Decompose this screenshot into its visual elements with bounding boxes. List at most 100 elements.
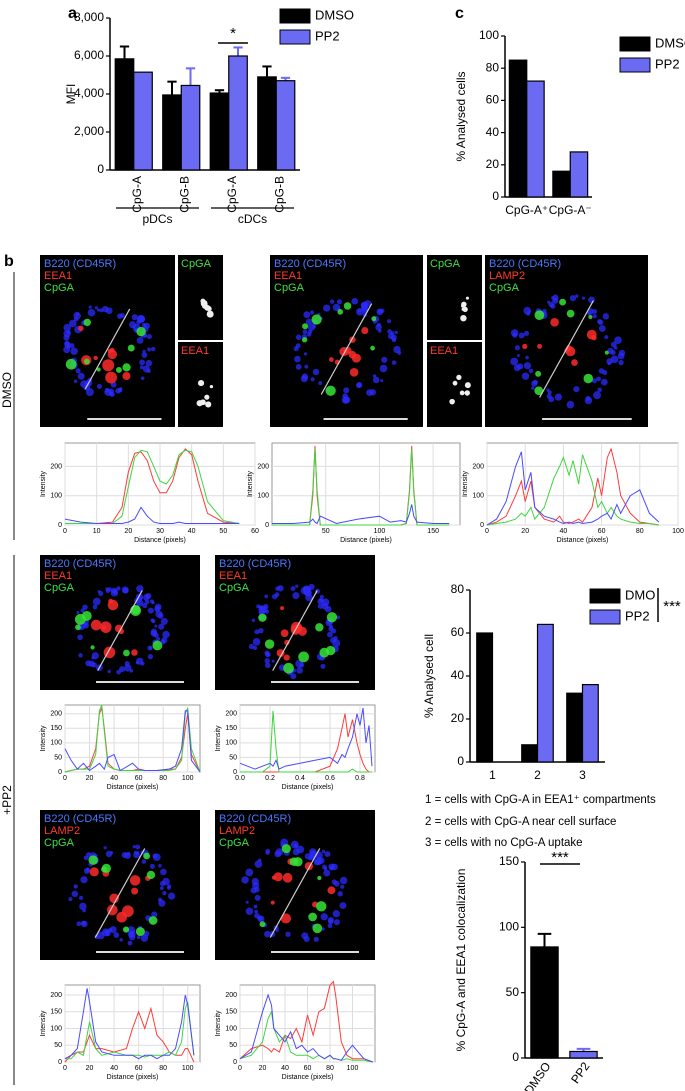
stain-blue (303, 311, 311, 319)
stain-red (90, 619, 102, 631)
stain-blue (312, 368, 320, 376)
y-tick-label: 40 (451, 668, 465, 682)
stain-blue (145, 592, 152, 600)
stain-label: EEA1 (219, 570, 247, 582)
plot-frame (64, 984, 201, 1063)
legend-label: PP2 (655, 56, 680, 71)
stain-blue (292, 592, 300, 600)
stain-blue (597, 319, 604, 326)
x-tick-label: 0 (63, 775, 67, 782)
stain-blue (160, 617, 168, 625)
x-tick-label: 20 (521, 528, 529, 535)
inset-signal (459, 390, 465, 396)
y-tick-label: 150 (225, 725, 237, 732)
stain-green (604, 350, 609, 355)
x-tick-label: 80 (326, 1065, 334, 1072)
bar (536, 623, 554, 763)
panel-label: c (455, 5, 464, 22)
stain-blue (327, 923, 333, 929)
group-label: pDCs (142, 212, 172, 226)
profile-line (239, 1010, 373, 1063)
stain-green (308, 912, 317, 922)
y-tick-label: 0 (457, 754, 464, 768)
stain-red (276, 649, 285, 657)
stain-blue (63, 323, 71, 332)
stain-blue (356, 382, 363, 388)
stain-blue (92, 597, 101, 606)
stain-red (327, 886, 336, 895)
stain-red (280, 913, 292, 924)
y-axis-label: Intensity (40, 1010, 47, 1037)
profile-line (269, 848, 321, 938)
stain-blue (133, 851, 140, 859)
profile-line (239, 993, 373, 1063)
stain-blue (310, 377, 315, 382)
stain-label: CpGA (219, 837, 250, 849)
y-tick-label: 2,000 (74, 124, 104, 138)
stain-blue (162, 630, 170, 639)
inset (427, 255, 482, 340)
stain-blue (327, 916, 334, 924)
x-tick-label: 20 (86, 1065, 94, 1072)
y-tick-label: 0 (233, 1059, 237, 1066)
x-tick-label: 60 (135, 1065, 143, 1072)
stain-label: B220 (CD45R) (44, 813, 116, 825)
stain-blue (510, 329, 519, 337)
x-tick-label: 60 (598, 528, 606, 535)
group-label: cDCs (238, 212, 267, 226)
stain-blue (124, 664, 132, 672)
stain-blue (254, 860, 263, 868)
stain-blue (160, 868, 167, 876)
stain-blue (394, 330, 398, 335)
stain-label: EEA1 (44, 270, 72, 282)
stain-blue (379, 364, 388, 373)
stain-blue (518, 332, 525, 339)
stain-label: CpGA (44, 282, 75, 294)
stain-red (591, 335, 597, 341)
stain-green (152, 640, 163, 651)
stain-green (559, 298, 566, 306)
stain-blue (136, 935, 141, 940)
stain-blue (593, 391, 602, 400)
stain-blue (145, 359, 153, 367)
stain-red (109, 893, 120, 904)
stain-blue (569, 295, 577, 302)
profile-line (97, 590, 143, 671)
stain-blue (380, 379, 384, 383)
stain-blue (108, 388, 114, 394)
stain-green (371, 316, 377, 322)
stain-blue (136, 336, 144, 344)
y-tick-label: 0 (265, 522, 269, 529)
stain-blue (158, 623, 165, 630)
stain-blue (109, 926, 117, 934)
y-axis-label: Intensity (215, 1010, 222, 1037)
stain-blue (149, 863, 155, 869)
x-axis-label: Distance (pixels) (340, 537, 392, 544)
x-tick-label: PP2 (568, 1059, 593, 1086)
legend-label: PP2 (315, 28, 340, 43)
stain-red (283, 654, 290, 661)
stain-blue (387, 329, 392, 334)
stain-label: B220 (CD45R) (274, 258, 346, 270)
y-axis-label: MFI (64, 84, 78, 105)
stain-label: B220 (CD45R) (219, 813, 291, 825)
stain-blue (83, 623, 89, 629)
stain-blue (254, 894, 261, 901)
y-tick-label: 100 (499, 920, 519, 934)
stain-green (281, 844, 291, 854)
profile-line (64, 710, 201, 773)
stain-green (65, 358, 77, 370)
stain-blue (523, 330, 530, 337)
y-tick-label: 100 (50, 740, 62, 747)
stain-green (317, 875, 322, 881)
micrograph (215, 810, 375, 960)
legend-label: DMSO (315, 7, 354, 22)
y-axis-label: Intensity (40, 725, 47, 752)
y-axis-label: % Analysed cells (454, 71, 468, 161)
bar (114, 58, 135, 171)
stain-blue (336, 615, 340, 620)
stain-blue (369, 389, 376, 396)
x-tick-label: 100 (672, 528, 684, 535)
inset-signal (204, 394, 210, 400)
stain-green (583, 373, 594, 384)
